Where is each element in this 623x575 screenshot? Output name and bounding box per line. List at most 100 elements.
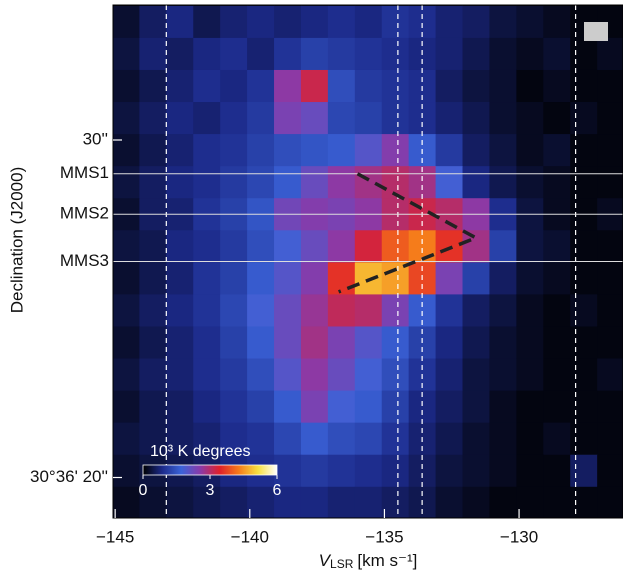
cell [354, 422, 383, 456]
cell [354, 294, 383, 327]
source-label: MMS2 [60, 204, 109, 223]
cell [543, 390, 571, 424]
cell [597, 166, 623, 199]
cell [139, 69, 167, 103]
cell [597, 294, 623, 327]
cell [597, 326, 623, 360]
cell [489, 294, 517, 327]
cell [113, 102, 140, 135]
cell [300, 69, 329, 103]
cell [300, 358, 329, 392]
cell [166, 102, 194, 135]
frame [112, 4, 623, 519]
cell [247, 69, 275, 103]
cell [113, 37, 140, 71]
cell [435, 166, 464, 199]
cell [435, 262, 464, 295]
velocity-gradient [338, 172, 481, 294]
cell [327, 134, 356, 167]
cell [193, 294, 221, 327]
cell [247, 37, 275, 71]
cell [381, 422, 410, 456]
cell [193, 102, 221, 135]
cell [516, 37, 544, 71]
cell [570, 102, 598, 135]
cell [462, 294, 490, 327]
cell [462, 422, 490, 456]
cell [166, 486, 194, 518]
cell [381, 454, 410, 488]
source-label: MMS3 [60, 251, 109, 270]
cell [274, 486, 302, 518]
cell [435, 37, 464, 71]
cell [597, 486, 623, 518]
cell [193, 230, 221, 263]
cell [193, 37, 221, 71]
cell [247, 134, 275, 167]
cell [274, 102, 302, 135]
cell [274, 5, 302, 39]
cell [354, 102, 383, 135]
y-tick-label: 30°36' 20'' [30, 467, 108, 486]
cell [597, 262, 623, 295]
cell [300, 134, 329, 167]
cell [570, 422, 598, 456]
cell [543, 69, 571, 103]
cell [300, 230, 329, 263]
cell [381, 69, 410, 103]
x-tick-label: −140 [231, 527, 269, 546]
cell [597, 358, 623, 392]
cell [327, 230, 356, 263]
cell [193, 5, 221, 39]
cell [435, 390, 464, 424]
colorbar-tick-label: 6 [273, 482, 282, 499]
cell [462, 390, 490, 424]
cell [516, 166, 544, 199]
cell [113, 230, 140, 263]
cell [381, 358, 410, 392]
cell [139, 422, 167, 456]
cell [247, 422, 275, 456]
cell [489, 422, 517, 456]
cell [274, 390, 302, 424]
cell [139, 486, 167, 518]
cell [435, 454, 464, 488]
cell [193, 486, 221, 518]
cell [435, 486, 464, 518]
cell [327, 262, 356, 295]
cell [220, 69, 248, 103]
cell [139, 166, 167, 199]
cell [113, 262, 140, 295]
cell [300, 166, 329, 199]
cell [381, 390, 410, 424]
cell [300, 102, 329, 135]
cell [489, 37, 517, 71]
cell [570, 69, 598, 103]
cell [489, 69, 517, 103]
cell [570, 230, 598, 263]
cell [597, 69, 623, 103]
cell [220, 486, 248, 518]
cell [274, 454, 302, 488]
cell [462, 326, 490, 360]
cell [274, 230, 302, 263]
cell [435, 69, 464, 103]
y-tick-label: 30'' [83, 129, 108, 148]
cell [274, 422, 302, 456]
cell [220, 166, 248, 199]
cell [381, 230, 410, 263]
cell [220, 5, 248, 39]
cell [220, 294, 248, 327]
cell [570, 454, 598, 488]
cell [139, 326, 167, 360]
cell [597, 102, 623, 135]
cell [139, 294, 167, 327]
cell [300, 37, 329, 71]
cell [247, 358, 275, 392]
cell [381, 37, 410, 71]
cell [435, 294, 464, 327]
cell [166, 326, 194, 360]
cell [327, 326, 356, 360]
cell [489, 358, 517, 392]
